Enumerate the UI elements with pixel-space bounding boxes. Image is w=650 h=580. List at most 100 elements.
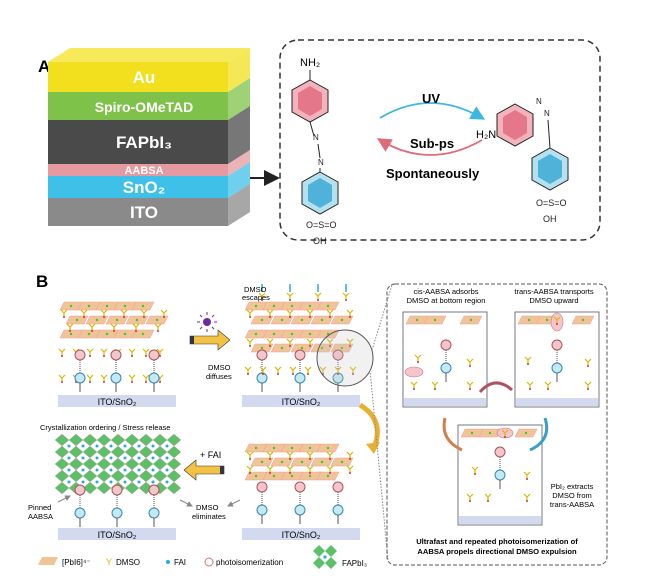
dmso-shape bbox=[553, 316, 561, 323]
dmso-o bbox=[434, 388, 436, 390]
dmso-o bbox=[269, 458, 271, 460]
legend-dmso: DMSO bbox=[116, 558, 140, 567]
layer-front bbox=[48, 164, 228, 176]
dmso-o bbox=[309, 345, 311, 347]
dmso-molecule bbox=[58, 374, 66, 383]
summary-label: Ultrafast and repeated photoisomerizatio… bbox=[416, 537, 578, 546]
dmso-o bbox=[289, 345, 291, 347]
eliminates-label-2: eliminates bbox=[192, 512, 226, 521]
dmso-shape bbox=[523, 471, 531, 478]
dmso-molecule bbox=[346, 451, 354, 460]
svg-text:N: N bbox=[536, 97, 542, 106]
panel-substrate bbox=[404, 398, 486, 406]
pbi6-legend-icon bbox=[38, 557, 58, 565]
cis-aabsa-molecule: NH₂ N N O=S=O OH bbox=[291, 57, 339, 246]
dmso-molecule bbox=[128, 374, 136, 383]
fapbi3-octahedron bbox=[82, 457, 98, 471]
aabsa-molecule bbox=[551, 339, 563, 382]
dmso-molecule bbox=[286, 292, 294, 301]
dmso-o bbox=[113, 330, 115, 332]
fai-ion bbox=[67, 456, 71, 460]
dmso-shape bbox=[346, 338, 354, 345]
arrow-tail bbox=[190, 336, 194, 344]
fapbi3-shape bbox=[96, 433, 112, 447]
dmso-o bbox=[289, 299, 291, 301]
sulfonyl-label: O=S=O bbox=[536, 198, 567, 208]
dmso-molecule bbox=[80, 309, 88, 318]
layer-side bbox=[228, 150, 250, 176]
dmso-shape bbox=[414, 354, 422, 361]
pbi6-center bbox=[290, 304, 294, 308]
dmso-o bbox=[269, 345, 271, 347]
dmso-o bbox=[143, 316, 145, 318]
fapbi3-octahedron bbox=[82, 433, 98, 447]
substrate-label: ITO/SnO₂ bbox=[98, 397, 137, 407]
layer-side bbox=[228, 106, 250, 164]
fapbi3-octahedron bbox=[166, 445, 182, 459]
pbi6-center bbox=[308, 474, 312, 478]
eliminates-label: DMSO bbox=[196, 503, 219, 512]
dmso-shape bbox=[266, 338, 274, 345]
pbi6-center bbox=[87, 304, 91, 308]
pbi6-octahedron bbox=[478, 428, 502, 438]
dmso-shape bbox=[86, 348, 94, 355]
fapbi3-shape bbox=[138, 457, 154, 471]
dmso-shape bbox=[334, 366, 342, 373]
pbi6-center bbox=[105, 304, 109, 308]
dmso-o bbox=[556, 323, 558, 325]
layer-label: Au bbox=[133, 68, 156, 87]
cycle-arrow-2 bbox=[529, 417, 549, 452]
dmso-molecule bbox=[326, 338, 334, 347]
dmso-molecule bbox=[66, 323, 74, 332]
dmso-o bbox=[349, 345, 351, 347]
dmso-o bbox=[487, 500, 489, 502]
pbi6-center bbox=[123, 332, 127, 336]
dmso-shape bbox=[244, 366, 252, 373]
dmso-o bbox=[307, 373, 309, 375]
dmso-molecule bbox=[246, 465, 254, 474]
dmso-molecule bbox=[306, 451, 314, 460]
mechanism-panel-trans bbox=[514, 311, 600, 408]
dmso-molecule bbox=[346, 309, 354, 318]
dmso-molecule bbox=[142, 374, 150, 383]
dmso-o bbox=[249, 458, 251, 460]
pinned-label-2: AABSA bbox=[28, 512, 53, 521]
dmso-molecule bbox=[142, 348, 150, 357]
mechanism-panel-cis bbox=[402, 311, 488, 408]
dmso-o bbox=[261, 299, 263, 301]
pbi6-center bbox=[527, 318, 531, 322]
dmso-o bbox=[145, 355, 147, 357]
uv-arrow bbox=[379, 102, 486, 120]
pbi6-center bbox=[141, 332, 145, 336]
dmso-shape bbox=[88, 323, 96, 330]
dmso-legend-icon: Y bbox=[106, 557, 112, 567]
dmso-shape bbox=[286, 451, 294, 458]
pbi6-octahedron bbox=[65, 315, 89, 325]
fai-ion bbox=[151, 468, 155, 472]
dmso-o bbox=[247, 373, 249, 375]
dmso-shape bbox=[259, 366, 267, 373]
aabsa-molecule bbox=[332, 481, 344, 524]
aabsa-ring-bottom bbox=[74, 372, 86, 384]
dmso-o bbox=[317, 299, 319, 301]
pbi6-octahedron bbox=[316, 471, 340, 481]
legend-pbi6: [PbI6]⁴⁻ bbox=[62, 558, 91, 567]
step2-label: trans-AABSA transports bbox=[514, 287, 593, 296]
fapbi3-octahedron bbox=[124, 445, 140, 459]
substrate-top-left: ITO/SnO₂ bbox=[58, 395, 176, 407]
pbi6-center bbox=[254, 446, 258, 450]
dmso-shape bbox=[58, 348, 66, 355]
step3-label: PbI₂ extracts bbox=[551, 482, 594, 491]
pbi6-center bbox=[524, 431, 528, 435]
aabsa-ring-top bbox=[551, 339, 563, 351]
fapbi3-shape bbox=[54, 481, 70, 495]
fai-ion bbox=[95, 456, 99, 460]
dmso-shape bbox=[154, 323, 162, 330]
fapbi3-shape bbox=[82, 481, 98, 495]
dmso-molecule bbox=[326, 309, 334, 318]
pbi6-octahedron bbox=[280, 443, 304, 453]
aabsa-ring-bottom bbox=[148, 507, 160, 519]
fapbi3-shape bbox=[124, 469, 140, 483]
legend-photoisomerization: photoisomerization bbox=[216, 558, 283, 567]
